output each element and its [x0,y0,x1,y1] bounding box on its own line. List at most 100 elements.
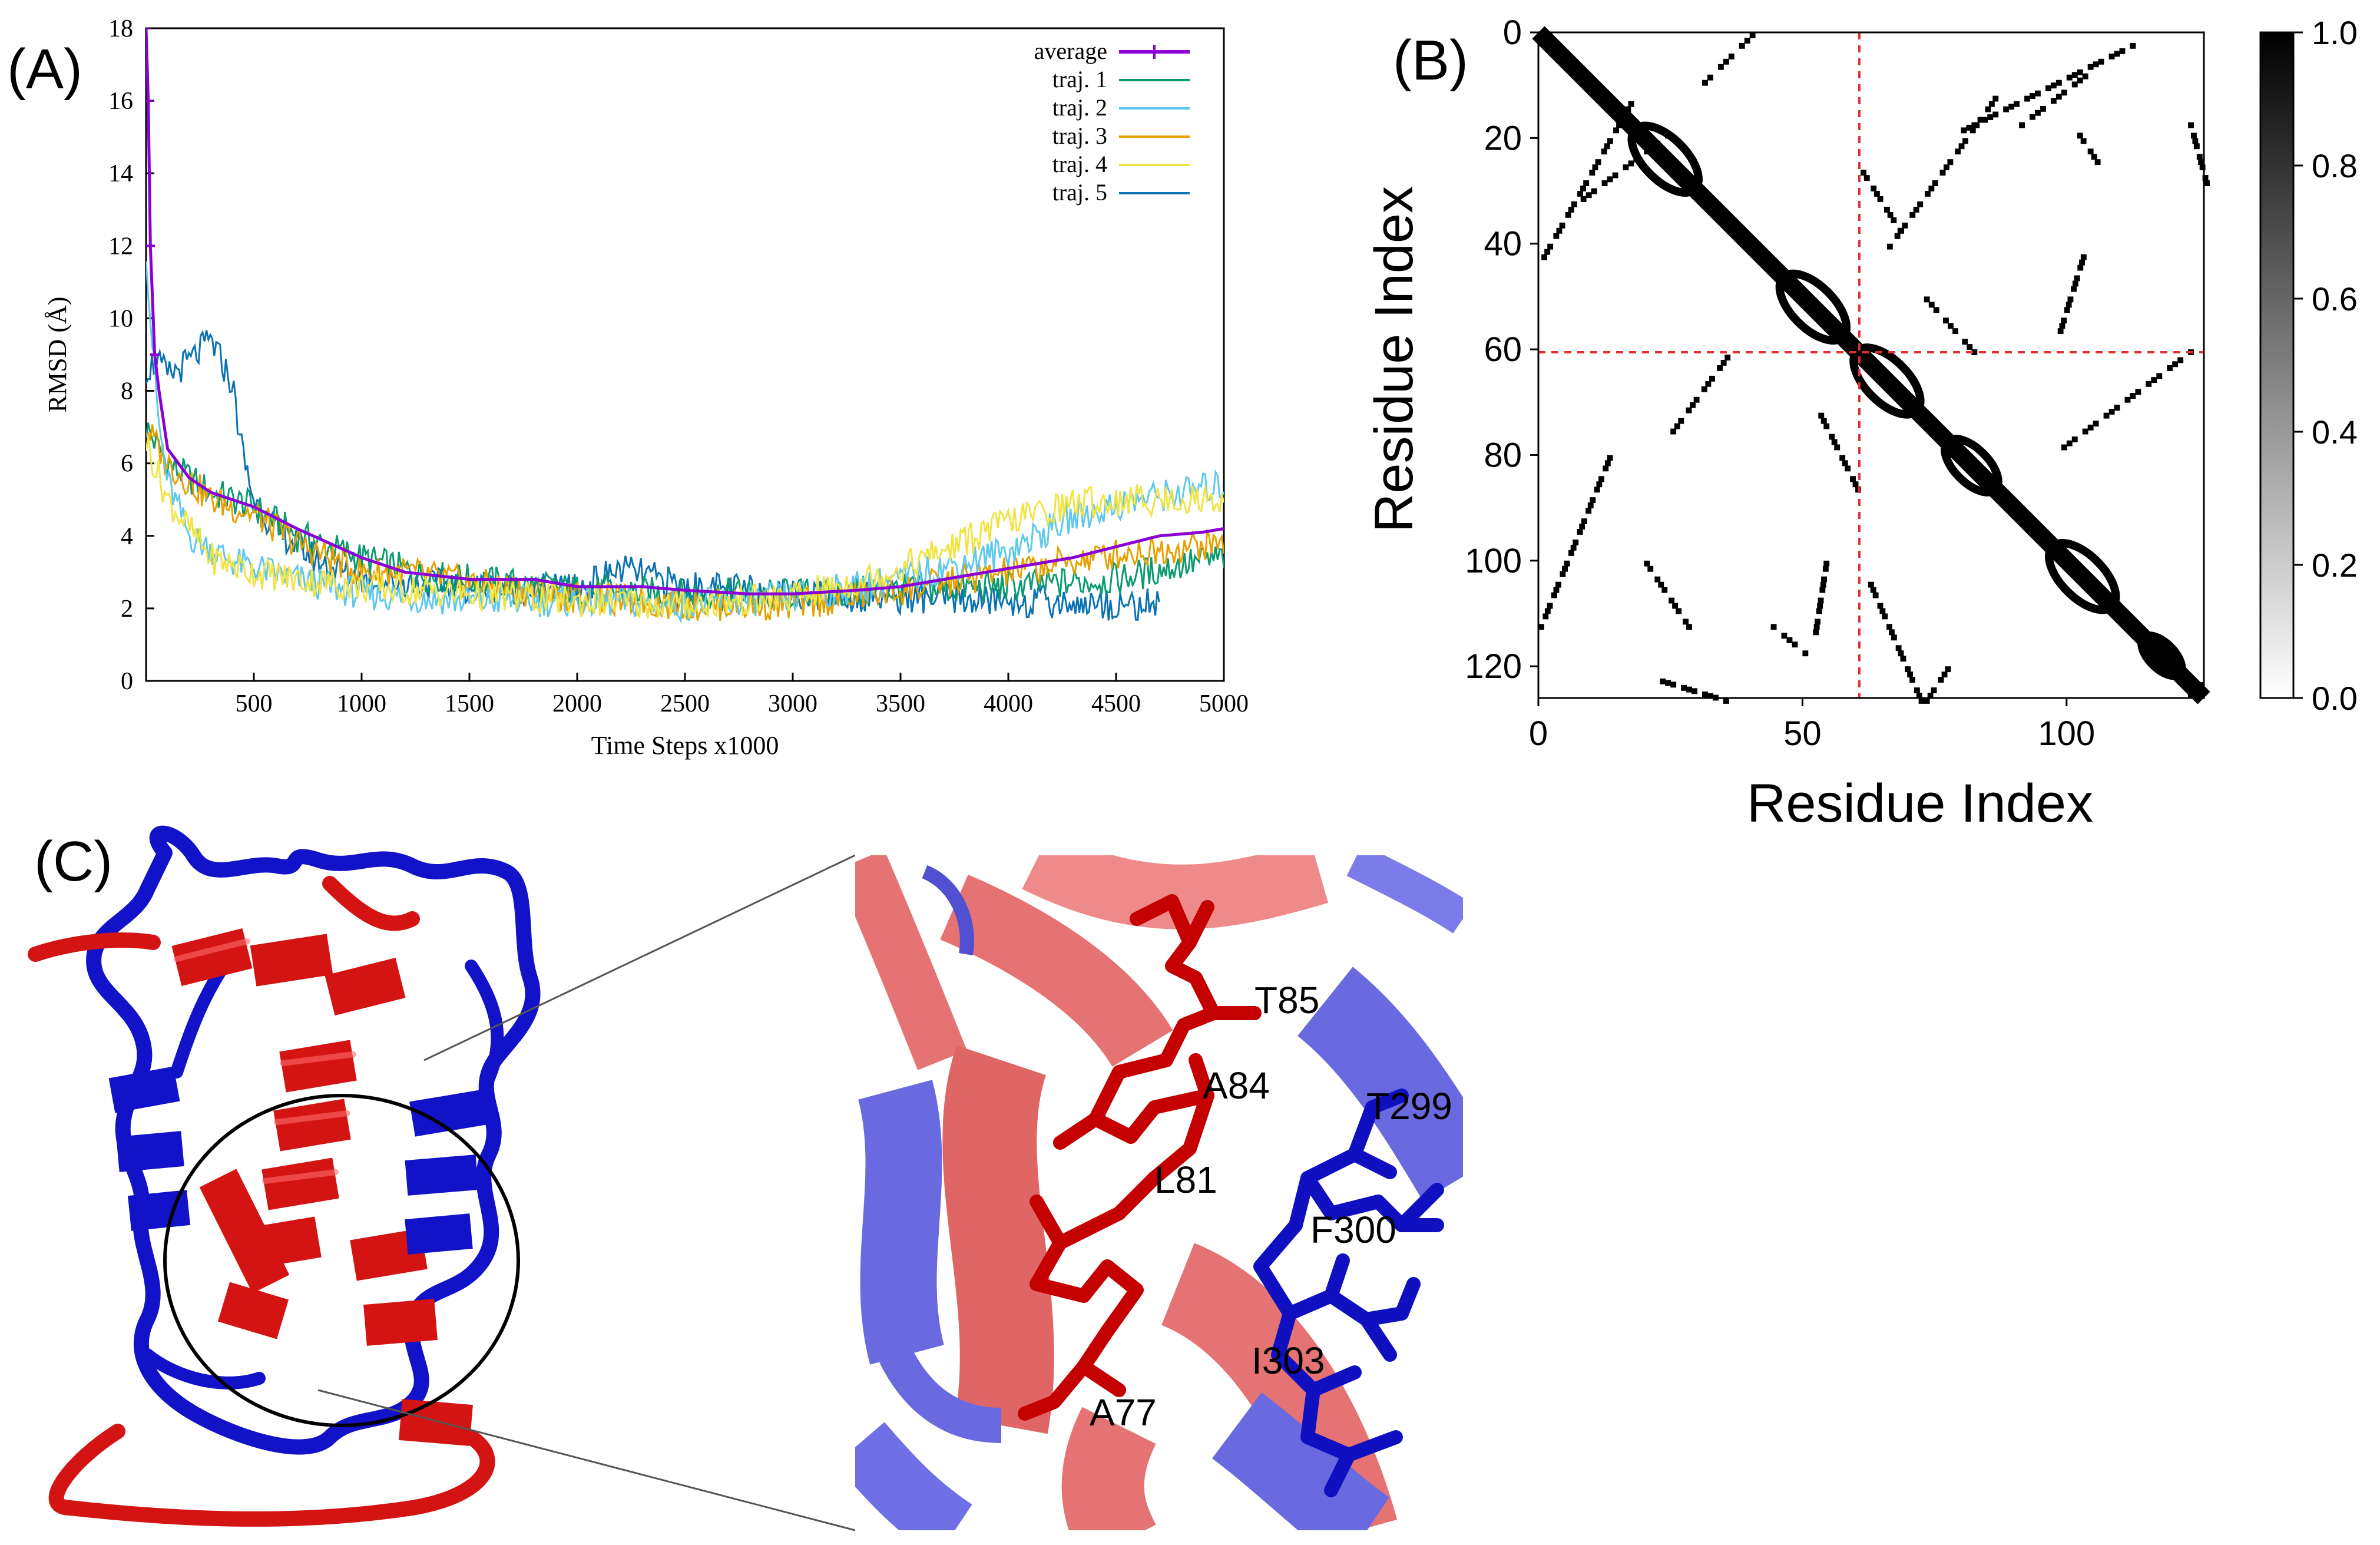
contact-cell [2146,381,2152,387]
contact-cell [1628,101,1634,107]
contact-cell [1823,560,1830,567]
contact-cell [1676,608,1682,614]
rmsd-series-average [146,28,1224,595]
contact-cell [1886,624,1892,630]
rmsd-series-group [146,28,1224,624]
contact-cell [2077,77,2083,84]
contact-cell [1670,428,1677,435]
contact-cell [1604,460,1611,467]
contact-cell [1907,671,1914,678]
contact-cell [2035,90,2041,97]
contact-cell [1604,143,1610,150]
contact-cell [1925,191,1931,197]
contact-cell [2151,377,2157,383]
contact-cell [1559,222,1565,229]
red-loop-segments [28,876,495,1527]
contact-cell [1945,666,1951,673]
contact-map-frame [1537,31,2205,699]
contact-cell [1822,565,1829,572]
contact-cell [1958,143,1965,150]
residue-label-a84: A84 [1203,1064,1270,1107]
contact-cell [1594,487,1600,493]
contact-cell [2072,280,2078,287]
contact-cell [2156,373,2163,379]
contact-cell [1817,603,1823,609]
contact-cell [1590,497,1596,504]
contact-cell [1665,133,1671,139]
contact-cell [2087,64,2094,70]
contact-cell [1562,565,1568,572]
contact-cell [2082,428,2088,435]
contact-cell [2087,148,2094,155]
contact-cell [2177,357,2184,363]
contact-cell [1992,95,1999,102]
contact-cell [2098,58,2104,65]
contact-cell [1678,418,1684,424]
rmsd-y-tick-label: 2 [121,595,133,623]
contact-cell [2198,159,2204,166]
contact-cell [1898,650,1904,657]
rmsd-y-axis-label: RMSD (Å) [43,297,72,413]
zoom-transparent-cartoon [855,855,1463,1530]
rmsd-y-tick-label: 0 [121,668,133,695]
contact-cell [1564,560,1570,567]
contact-cell [2094,159,2101,166]
panel-a: (A) 500 1000 1500 2000 2500 3000 3500 4000 4500 5… [7,15,1249,760]
contact-cell [1819,587,1826,593]
contact-cell [2050,82,2057,89]
contact-cell [2008,104,2015,110]
contact-cell [1969,127,1976,134]
contact-cell [1877,603,1884,609]
contact-cell [2071,436,2078,442]
contact-cell [1829,434,1835,440]
contact-cell [1845,465,1851,472]
contact-cell [1556,227,1563,234]
contact-cell [1909,677,1915,683]
rmsd-series-traj-5 [146,329,1160,621]
contact-cell [1932,180,1938,186]
contact-cell [1870,587,1876,593]
contact-cell [1886,243,1893,250]
contact-corner-block [2188,682,2204,698]
contact-cell [2019,122,2025,128]
residue-label-i303: I303 [1252,1339,1325,1382]
zoom-view: T85 A84 T299 L81 F300 I303 A77 [855,855,1463,1530]
rmsd-x-tick-label: 5000 [1199,690,1249,717]
contact-cell [1842,460,1848,467]
contact-map-cells [1532,26,2210,704]
panel-c: (C) [28,825,1463,1531]
contact-cell [1914,687,1920,693]
rmsd-x-tick-label: 1000 [337,690,386,717]
rmsd-x-tick-label: 1500 [445,690,494,717]
contact-cell [1863,175,1870,181]
contact-cell [2071,72,2078,78]
contact-cell [1601,148,1607,155]
contact-cell [1565,211,1571,218]
contact-cell [1943,317,1949,324]
contact-cell [1723,698,1729,704]
contact-cell [2065,302,2072,308]
contact-cell [1701,386,1707,392]
contact-cell [1992,111,1999,118]
contact-cell [1625,106,1631,113]
contact-cell [2057,328,2064,335]
contact-cell [1816,608,1822,614]
contact-diagonal [1532,26,2210,704]
contact-cell [2093,421,2099,427]
contact-cell [1587,502,1594,509]
rmsd-x-tick-label: 4000 [984,690,1033,717]
contact-cell [1982,117,1988,123]
contact-cell [1917,201,1924,207]
contact-cell [2059,323,2065,329]
contact-cell [1553,233,1560,239]
contact-cell [1985,106,1991,113]
contact-cell [1948,323,1954,329]
colorbar-tick-label: 1.0 [2312,14,2358,51]
contact-cell [1547,243,1554,250]
protein-cartoon-overview [28,825,541,1527]
contact-cell [2130,42,2136,49]
rmsd-series-traj-4 [146,436,1224,619]
contact-cell [1909,211,1916,218]
legend-label: traj. 2 [1052,94,1107,121]
blue-helices [108,1066,486,1255]
